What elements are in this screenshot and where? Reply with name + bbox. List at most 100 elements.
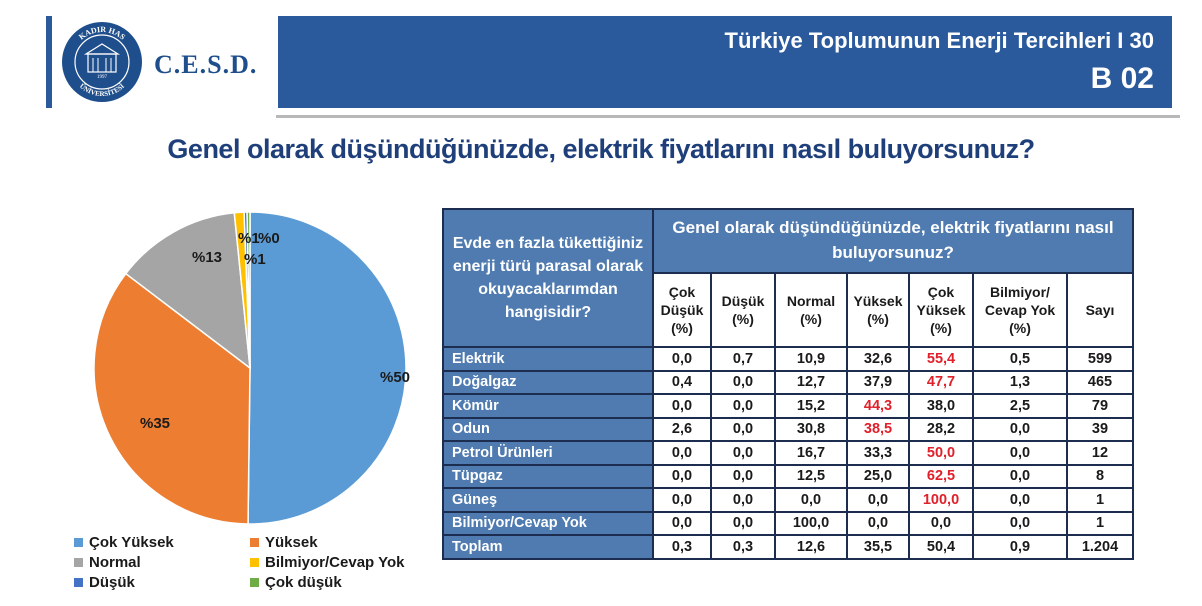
- crosstab-table: Evde en fazla tükettiğiniz enerji türü p…: [442, 208, 1134, 560]
- table-cell: 0,0: [710, 510, 776, 536]
- header-bar: Türkiye Toplumunun Enerji Tercihleri I 3…: [278, 16, 1172, 108]
- table-cell: 0,0: [774, 487, 848, 513]
- table-cell: 0,0: [652, 346, 712, 372]
- pie-slice-0: [247, 211, 407, 525]
- pie-chart: %50%35%13%1%0%1: [93, 211, 410, 525]
- column-header: Çok Yüksek (%): [908, 272, 974, 348]
- table-cell: 55,4: [908, 346, 974, 372]
- table-cell: 8: [1066, 463, 1134, 489]
- table-cell: 0,9: [972, 534, 1068, 560]
- table-cell: 47,7: [908, 369, 974, 395]
- row-label: Toplam: [442, 534, 654, 560]
- table-cell: 0,0: [846, 487, 910, 513]
- pie-data-label-5: %1: [244, 251, 266, 268]
- pie-data-label-2: %13: [192, 249, 222, 266]
- table-cell: 0,0: [972, 416, 1068, 442]
- table-row: Doğalgaz 0,4 0,0 12,7 37,9 47,7 1,3 465: [442, 369, 1134, 395]
- pie-data-label-1: %35: [140, 415, 170, 432]
- slide-code: B 02: [1090, 62, 1154, 95]
- table-cell: 1.204: [1066, 534, 1134, 560]
- table-cell: 0,4: [652, 369, 712, 395]
- table-cell: 38,0: [908, 393, 974, 419]
- table-row: Petrol Ürünleri 0,0 0,0 16,7 33,3 50,0 0,0 12: [442, 440, 1134, 466]
- table-cell: 0,0: [652, 393, 712, 419]
- legend-swatch: [250, 558, 259, 567]
- pie-data-label-4: %0: [258, 230, 280, 247]
- table-cell: 1: [1066, 510, 1134, 536]
- row-label: Kömür: [442, 393, 654, 419]
- table-cell: 0,0: [652, 510, 712, 536]
- table-row: Bilmiyor/Cevap Yok 0,0 0,0 100,0 0,0 0,0 0,0 1: [442, 510, 1134, 536]
- table-cell: 465: [1066, 369, 1134, 395]
- university-seal-icon: 1997 KADIR HAS ÜNİVERSİTESİ: [62, 22, 142, 102]
- pie-slice-5: [246, 211, 251, 369]
- legend-item-0: Çok Yüksek: [74, 534, 174, 551]
- table-cell: 12,7: [774, 369, 848, 395]
- table-cell: 0,0: [710, 416, 776, 442]
- pie-slice-2: [124, 211, 251, 370]
- table-cell: 0,0: [908, 510, 974, 536]
- table-cell: 0,0: [972, 487, 1068, 513]
- table-cell: 0,0: [972, 440, 1068, 466]
- column-header: Çok Düşük (%): [652, 272, 712, 348]
- row-label: Elektrik: [442, 346, 654, 372]
- table-cell: 33,3: [846, 440, 910, 466]
- table-cell: 0,0: [710, 440, 776, 466]
- table-cell: 50,0: [908, 440, 974, 466]
- table-cell: 28,2: [908, 416, 974, 442]
- header-divider: [276, 115, 1180, 118]
- report-title: Türkiye Toplumunun Enerji Tercihleri I 3…: [724, 28, 1155, 53]
- column-header: Yüksek (%): [846, 272, 910, 348]
- table-cell: 39: [1066, 416, 1134, 442]
- column-header: Normal (%): [774, 272, 848, 348]
- table-cell: 0,0: [846, 510, 910, 536]
- table-cell: 16,7: [774, 440, 848, 466]
- table-cell: 12,6: [774, 534, 848, 560]
- table-cell: 100,0: [908, 487, 974, 513]
- legend-item-1: Yüksek: [250, 534, 318, 551]
- table-cell: 12,5: [774, 463, 848, 489]
- table-cell: 100,0: [774, 510, 848, 536]
- table-row: Güneş 0,0 0,0 0,0 0,0 100,0 0,0 1: [442, 487, 1134, 513]
- row-label: Tüpgaz: [442, 463, 654, 489]
- table-cell: 0,0: [652, 487, 712, 513]
- table-cell: 0,0: [710, 369, 776, 395]
- table-cell: 30,8: [774, 416, 848, 442]
- row-label: Petrol Ürünleri: [442, 440, 654, 466]
- table-cell: 62,5: [908, 463, 974, 489]
- table-cell: 0,0: [972, 510, 1068, 536]
- legend-label: Çok düşük: [265, 574, 342, 591]
- table-cell: 12: [1066, 440, 1134, 466]
- table-cell: 0,3: [652, 534, 712, 560]
- legend-swatch: [74, 558, 83, 567]
- pie-data-label-3: %1: [238, 230, 260, 247]
- column-header: Sayı: [1066, 272, 1134, 348]
- table-cell: 35,5: [846, 534, 910, 560]
- logo: 1997 KADIR HAS ÜNİVERSİTESİ C.E.S.D.: [46, 16, 270, 108]
- table-cell: 1,3: [972, 369, 1068, 395]
- table-cell: 1: [1066, 487, 1134, 513]
- table-row: Tüpgaz 0,0 0,0 12,5 25,0 62,5 0,0 8: [442, 463, 1134, 489]
- table-cell: 15,2: [774, 393, 848, 419]
- row-label: Odun: [442, 416, 654, 442]
- table-row: Elektrik 0,0 0,7 10,9 32,6 55,4 0,5 599: [442, 346, 1134, 372]
- pie-data-label-0: %50: [380, 369, 410, 386]
- legend-label: Yüksek: [265, 534, 318, 551]
- table-cell: 37,9: [846, 369, 910, 395]
- logo-text: C.E.S.D.: [154, 50, 258, 79]
- legend-swatch: [250, 578, 259, 587]
- legend-swatch: [250, 538, 259, 547]
- legend-item-2: Normal: [74, 554, 141, 571]
- table-cell: 0,0: [652, 463, 712, 489]
- table-row: Odun 2,6 0,0 30,8 38,5 28,2 0,0 39: [442, 416, 1134, 442]
- table-cell: 2,5: [972, 393, 1068, 419]
- pie-slice-1: [93, 272, 251, 525]
- legend-item-3: Bilmiyor/Cevap Yok: [250, 554, 405, 571]
- row-label: Güneş: [442, 487, 654, 513]
- row-label: Doğalgaz: [442, 369, 654, 395]
- table-cell: 38,5: [846, 416, 910, 442]
- table-cell: 50,4: [908, 534, 974, 560]
- table-cell: 0,5: [972, 346, 1068, 372]
- table-cell: 10,9: [774, 346, 848, 372]
- legend-label: Bilmiyor/Cevap Yok: [265, 554, 405, 571]
